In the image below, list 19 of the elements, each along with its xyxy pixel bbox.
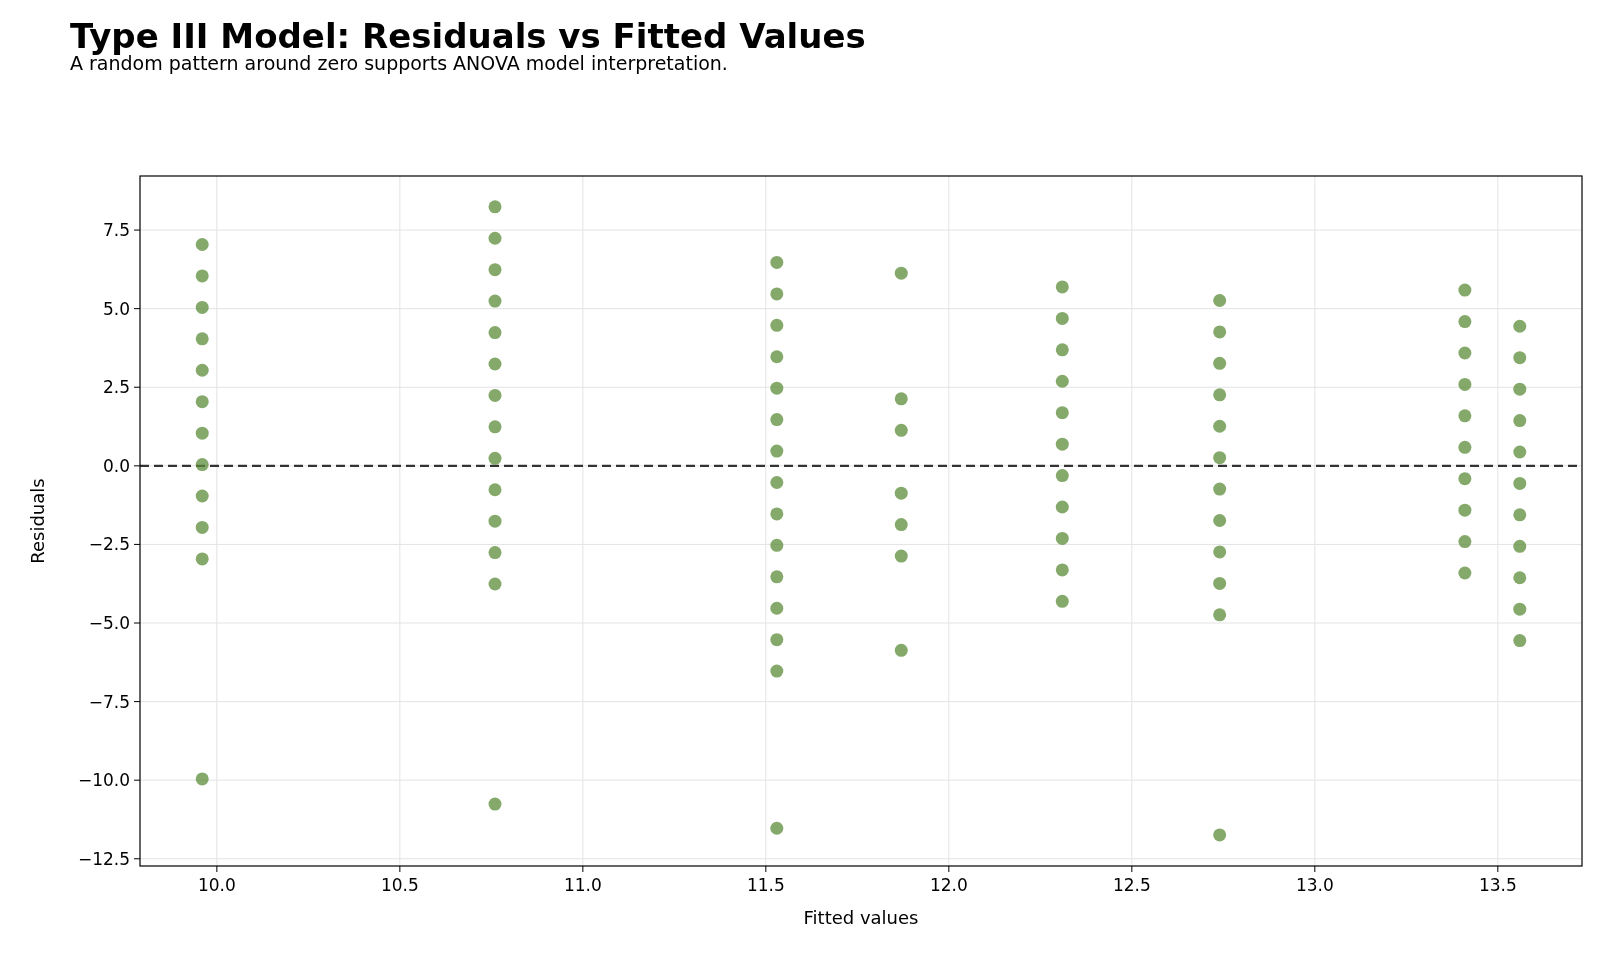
x-tick-label: 13.5 <box>1478 875 1517 895</box>
y-tick-label: −2.5 <box>88 534 130 555</box>
y-axis-title: Residuals <box>27 478 48 564</box>
y-tick-label: −10.0 <box>77 770 130 791</box>
y-tick-label: 0.0 <box>102 455 130 476</box>
y-tick-label: 2.5 <box>102 377 130 398</box>
y-tick-label: −7.5 <box>88 691 130 712</box>
y-tick-label: 5.0 <box>102 298 130 319</box>
x-tick-label: 10.5 <box>380 875 419 895</box>
x-tick-label: 11.0 <box>563 875 602 895</box>
x-tick-label: 10.0 <box>197 875 236 895</box>
y-tick-label: −12.5 <box>77 848 130 869</box>
x-tick-label: 12.0 <box>929 875 968 895</box>
y-tick-label: −5.0 <box>88 612 130 633</box>
y-tick-label: 7.5 <box>102 220 130 241</box>
x-tick-label: 11.5 <box>746 875 785 895</box>
x-tick-label: 13.0 <box>1295 875 1334 895</box>
x-tick-label: 12.5 <box>1112 875 1151 895</box>
x-axis-title: Fitted values <box>803 907 919 928</box>
